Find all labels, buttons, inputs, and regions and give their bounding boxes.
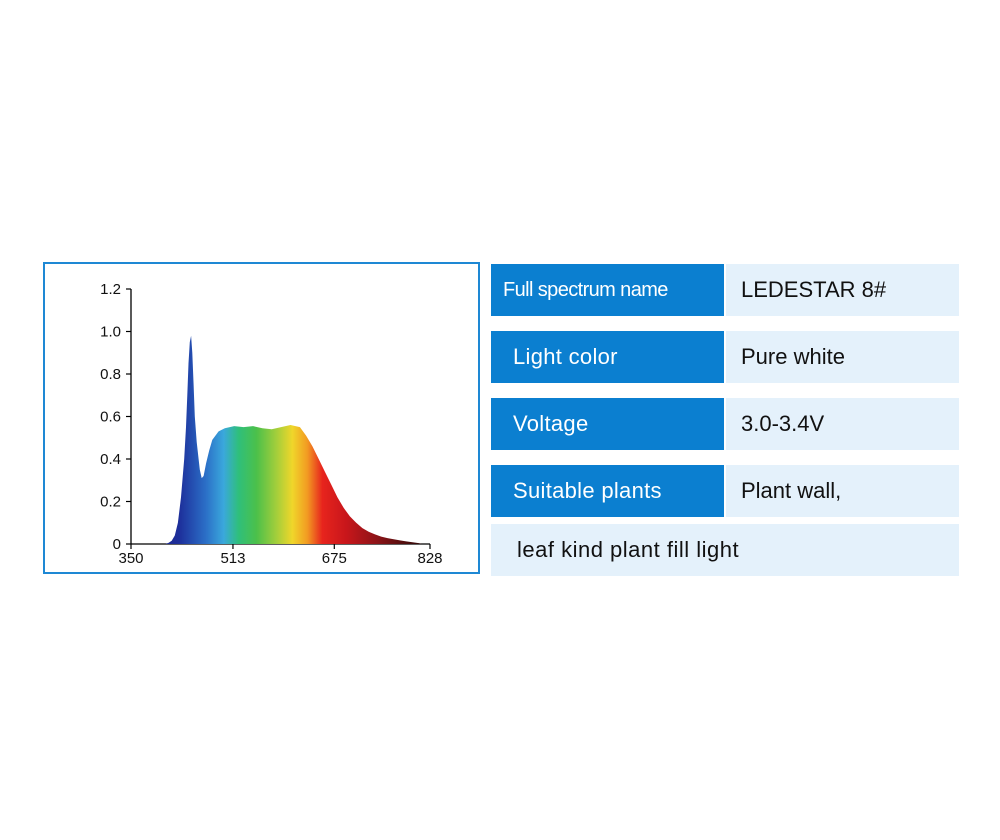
y-tick-label: 0.8 <box>100 366 121 383</box>
y-tick-label: 0.4 <box>100 451 121 468</box>
y-tick-label: 0 <box>113 536 121 553</box>
spectrum-chart: 0 0.2 0.4 0.6 0.8 1.0 1.2 350 513 675 828 <box>43 262 480 574</box>
spec-row-light-color: Light color Pure white <box>491 331 959 383</box>
y-tick-label: 1.2 <box>100 281 121 298</box>
x-tick-label: 675 <box>322 550 347 567</box>
spec-row-continuation: leaf kind plant fill light <box>491 524 959 576</box>
spectrum-series-area-0 <box>165 335 422 544</box>
x-axis-ticks: 350 513 675 828 <box>118 544 443 567</box>
spec-value-full-spectrum-name: LEDESTAR 8# <box>726 264 959 316</box>
spec-value-continuation: leaf kind plant fill light <box>491 524 959 576</box>
x-tick-label: 513 <box>220 550 245 567</box>
spec-value-voltage: 3.0-3.4V <box>726 398 959 450</box>
spectrum-chart-svg: 0 0.2 0.4 0.6 0.8 1.0 1.2 350 513 675 828 <box>100 281 443 567</box>
y-tick-label: 1.0 <box>100 324 121 341</box>
y-tick-label: 0.2 <box>100 494 121 511</box>
spec-key-suitable-plants: Suitable plants <box>491 465 724 517</box>
spec-key-full-spectrum-name: Full spectrum name <box>491 264 724 316</box>
y-tick-label: 0.6 <box>100 409 121 426</box>
chart-plot-area <box>165 335 422 544</box>
x-tick-label: 828 <box>417 550 442 567</box>
spec-key-light-color: Light color <box>491 331 724 383</box>
spec-row-suitable-plants: Suitable plants Plant wall, <box>491 465 959 517</box>
spec-value-light-color: Pure white <box>726 331 959 383</box>
spec-row-voltage: Voltage 3.0-3.4V <box>491 398 959 450</box>
spec-row-name: Full spectrum name LEDESTAR 8# <box>491 264 959 316</box>
spec-key-voltage: Voltage <box>491 398 724 450</box>
spec-value-suitable-plants: Plant wall, <box>726 465 959 517</box>
y-axis-ticks: 0 0.2 0.4 0.6 0.8 1.0 1.2 <box>100 281 131 553</box>
x-tick-label: 350 <box>118 550 143 567</box>
